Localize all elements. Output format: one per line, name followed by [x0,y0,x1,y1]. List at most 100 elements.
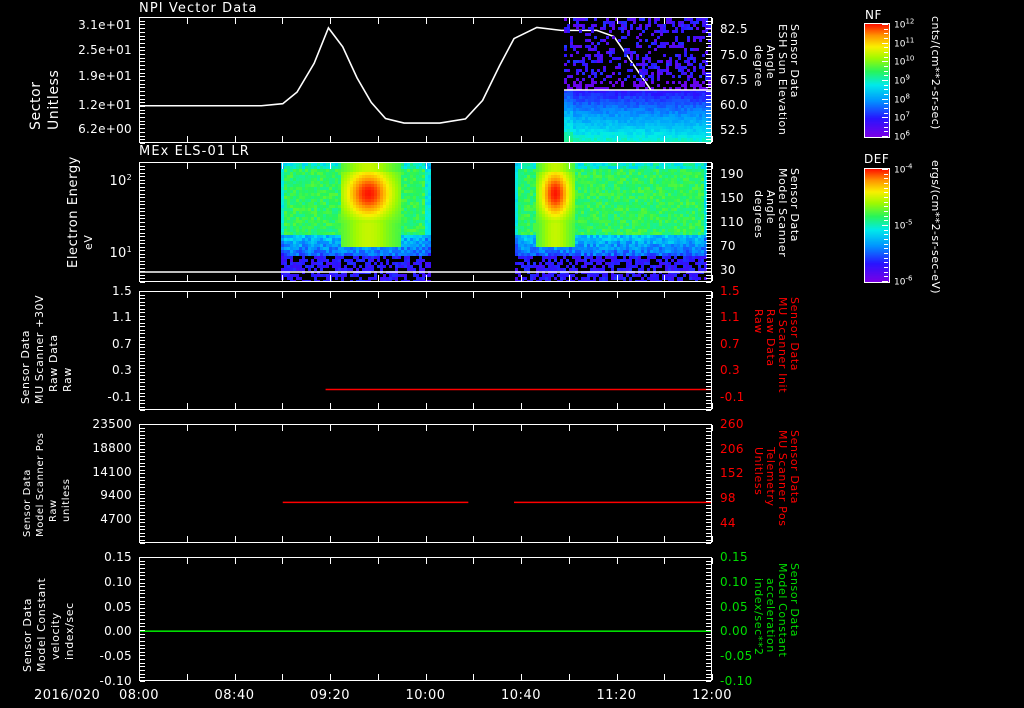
tick-mark [706,305,711,306]
tick-mark [706,427,711,429]
tick-mark [234,136,236,142]
panel-3-left-tick: 0.3 [112,363,132,378]
tick-mark [140,91,145,93]
panel-2-right-axis-title-l3: degrees [752,190,765,239]
tick-mark [282,536,284,542]
tick-mark [706,20,711,22]
tick-mark [706,139,711,141]
axis-title-line: Sector [28,81,44,130]
colorbar-minor-tick [884,271,888,273]
tick-mark [706,308,711,310]
colorbar-tick: 108 [894,92,910,106]
colorbar-tick: 107 [894,110,910,124]
tick-mark [140,536,145,537]
tick-mark [568,292,570,298]
tick-mark [706,504,711,506]
tick-mark [140,260,145,262]
tick-mark [706,434,711,436]
tick-mark [140,17,145,18]
tick-mark [140,571,145,573]
tick-mark [664,136,666,142]
tick-mark [706,564,711,566]
panel-2-left-tick: 102 [109,172,132,189]
tick-mark [234,163,236,169]
panel-4-right-tick: 98 [720,491,736,506]
colorbar-minor-tick [884,126,888,128]
tick-mark [706,260,711,262]
tick-mark [140,371,145,373]
tick-mark [140,455,145,457]
tick-mark [706,490,711,492]
tick-mark [140,593,145,595]
tick-mark [706,117,711,119]
tick-mark [664,425,666,431]
tick-mark [706,264,711,266]
panel-1-left-tick: 1.9e+01 [78,68,132,83]
tick-mark [706,91,711,93]
panel-2-title: MEx ELS-01 LR [139,144,250,159]
colorbar-minor-tick [884,220,888,222]
tick-mark [140,539,145,541]
tick-mark [706,396,711,397]
tick-mark [706,410,711,411]
tick-mark [706,72,711,74]
tick-mark [139,425,140,431]
time-axis-tick: 08:40 [214,688,255,703]
tick-mark [140,497,145,499]
tick-mark [706,274,711,276]
tick-mark [706,350,711,352]
tick-mark [706,392,711,394]
tick-mark [140,445,145,446]
tick-mark [330,674,331,680]
tick-mark [706,239,711,241]
colorbar-minor-tick [884,52,888,53]
colorbar-tick: 10-4 [894,162,913,176]
colorbar-minor-tick [884,253,888,254]
panel-3-right-tick: 0.3 [720,363,740,378]
tick-mark [706,511,711,513]
tick-mark [706,469,711,471]
panel-3-plot-area [139,291,712,410]
tick-mark [706,257,711,259]
panel-3-right-tick: -0.1 [720,389,745,404]
colorbar-minor-tick [884,108,888,109]
colorbar-minor-tick [884,206,888,208]
tick-mark [140,232,145,234]
tick-mark [521,536,522,542]
tick-mark [616,292,618,298]
tick-mark [706,529,711,530]
tick-mark [282,136,284,142]
tick-mark [140,490,145,492]
tick-mark [282,163,284,169]
tick-mark [140,347,145,348]
tick-mark [706,525,711,527]
tick-mark [473,275,475,281]
tick-mark [706,382,711,383]
tick-mark [425,403,427,409]
tick-mark [140,165,145,167]
tick-mark [140,207,145,209]
tick-mark [140,611,145,613]
colorbar-minor-tick [884,201,888,203]
tick-mark [140,666,145,668]
tick-mark [706,87,711,89]
tick-mark [706,128,711,130]
tick-mark [706,131,711,133]
tick-mark [330,403,331,409]
panel-4-left-tick: 14100 [92,464,132,479]
tick-mark [140,282,145,283]
tick-mark [706,193,711,195]
colorbar-minor-tick [884,47,888,49]
tick-mark [706,322,711,324]
tick-mark [140,113,145,115]
panel-3-right-axis-title-l0: Sensor Data [788,297,801,372]
tick-mark [706,604,711,606]
tick-mark [140,403,145,404]
tick-mark [330,425,331,431]
tick-mark [140,24,145,26]
tick-mark [706,135,711,137]
panel-2-left-tick: 101 [109,244,132,262]
tick-mark [706,582,711,584]
tick-mark [140,193,145,195]
tick-mark [140,80,145,81]
